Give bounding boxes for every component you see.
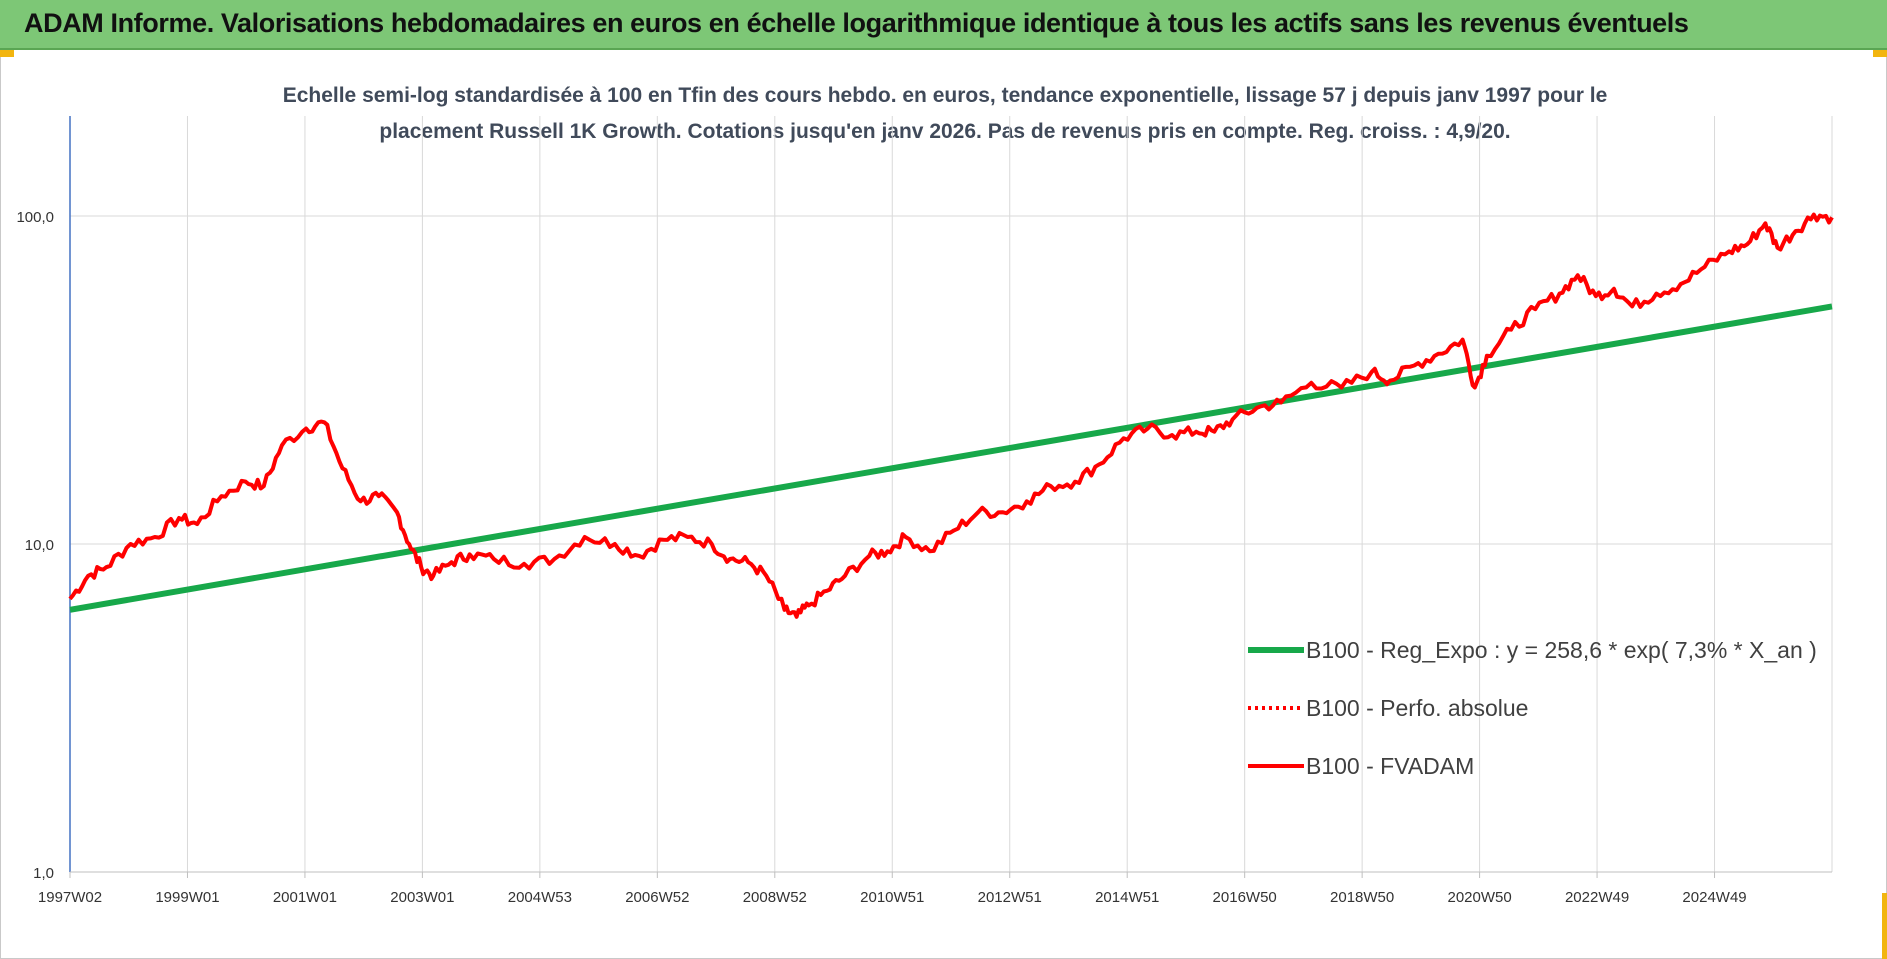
- chart-title-line-2: placement Russell 1K Growth. Cotations j…: [379, 120, 1511, 143]
- x-tick-label: 1997W02: [38, 889, 102, 906]
- banner-title: ADAM Informe. Valorisations hebdomadaire…: [24, 8, 1689, 38]
- x-tick-label: 2008W52: [743, 889, 807, 906]
- corner-mark-top-left: [0, 50, 14, 57]
- x-tick-label: 2024W49: [1682, 889, 1746, 906]
- x-tick-label: 2016W50: [1213, 889, 1277, 906]
- y-tick-label: 10,0: [25, 537, 54, 554]
- x-tick-label: 2004W53: [508, 889, 572, 906]
- x-tick-label: 2003W01: [390, 889, 454, 906]
- x-tick-label: 2018W50: [1330, 889, 1394, 906]
- legend-label: B100 - FVADAM: [1306, 753, 1474, 779]
- legend-label: B100 - Perfo. absolue: [1306, 695, 1528, 721]
- x-tick-label: 2020W50: [1447, 889, 1511, 906]
- y-tick-label: 100,0: [16, 209, 54, 226]
- chart-title-line-1: Echelle semi-log standardisée à 100 en T…: [282, 84, 1608, 107]
- x-tick-label: 2022W49: [1565, 889, 1629, 906]
- x-tick-label: 2012W51: [978, 889, 1042, 906]
- y-tick-label: 1,0: [33, 865, 54, 882]
- x-tick-label: 2014W51: [1095, 889, 1159, 906]
- trend-line: [69, 303, 1833, 613]
- x-tick-label: 2006W52: [625, 889, 689, 906]
- corner-mark-top-right: [1873, 50, 1887, 57]
- legend-label: B100 - Reg_Expo : y = 258,6 * exp( 7,3% …: [1306, 637, 1817, 663]
- fvadam-line: [68, 212, 1834, 619]
- corner-mark-bottom-right: [1882, 893, 1887, 959]
- x-tick-label: 2001W01: [273, 889, 337, 906]
- x-tick-label: 1999W01: [155, 889, 219, 906]
- x-tick-label: 2010W51: [860, 889, 924, 906]
- header-banner: ADAM Informe. Valorisations hebdomadaire…: [0, 0, 1887, 50]
